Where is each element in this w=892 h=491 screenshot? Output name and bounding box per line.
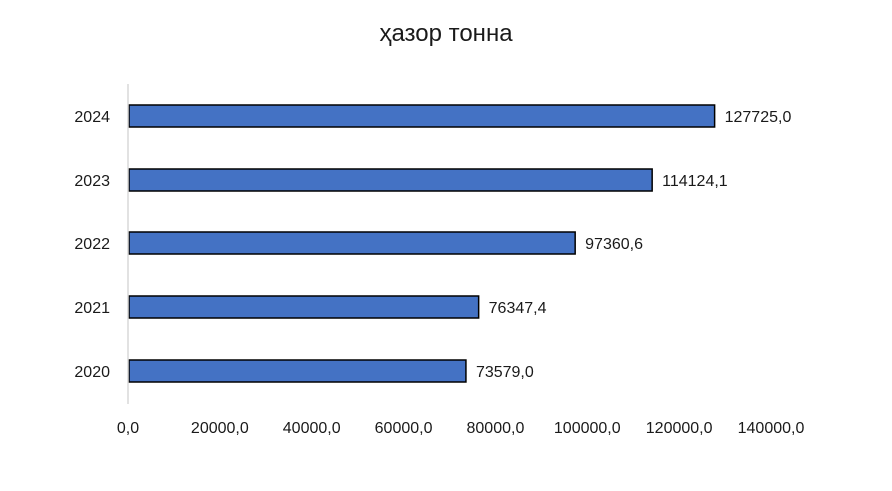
data-label-2020: 73579,0 — [476, 364, 534, 381]
y-tick-label-2020: 2020 — [74, 364, 110, 381]
data-label-2023: 114124,1 — [662, 173, 728, 190]
x-tick-label-80000: 80000,0 — [467, 420, 525, 437]
y-tick-label-2021: 2021 — [74, 300, 110, 317]
labels-layer: 2020 73579,0 2021 76347,4 2022 97360,6 2023 114… — [74, 109, 791, 381]
x-tick-label-120000: 120000,0 — [646, 420, 713, 437]
data-label-2024: 127725,0 — [725, 109, 792, 126]
x-tick-label-20000: 20000,0 — [191, 420, 249, 437]
bar-2021 — [128, 295, 480, 319]
bars-layer — [128, 104, 716, 383]
y-tick-label-2023: 2023 — [74, 173, 110, 190]
bar-2022 — [128, 231, 576, 255]
y-tick-label-2024: 2024 — [74, 109, 110, 126]
data-label-2022: 97360,6 — [585, 236, 643, 253]
bar-2024 — [128, 104, 716, 128]
x-tick-label-0: 0,0 — [117, 420, 139, 437]
x-tick-label-40000: 40000,0 — [283, 420, 341, 437]
bar-2020 — [128, 359, 467, 383]
chart-title: ҳазор тонна — [379, 20, 513, 47]
x-tick-label-140000: 140000,0 — [738, 420, 805, 437]
y-tick-label-2022: 2022 — [74, 236, 110, 253]
x-tick-label-60000: 60000,0 — [375, 420, 433, 437]
x-tick-label-100000: 100000,0 — [554, 420, 621, 437]
bar-2023 — [128, 168, 653, 192]
data-label-2021: 76347,4 — [489, 300, 547, 317]
axis-layer: 0,0 20000,0 40000,0 60000,0 80000,0 100000,0 1… — [117, 84, 805, 437]
